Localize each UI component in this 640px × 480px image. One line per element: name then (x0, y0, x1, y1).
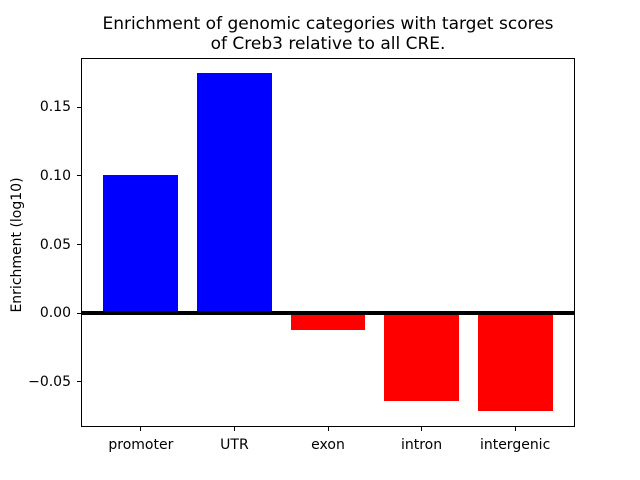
y-tick-mark (77, 106, 81, 108)
x-tick-mark (140, 427, 142, 431)
chart-title: Enrichment of genomic categories with ta… (102, 14, 554, 54)
bar-exon (290, 313, 366, 330)
y-tick-label: 0.00 (39, 305, 71, 322)
plot-area (81, 58, 575, 427)
x-tick-mark (233, 427, 235, 431)
bar-intergenic (477, 313, 553, 411)
x-tick-label: promoter (108, 437, 174, 453)
x-tick-label: intergenic (479, 437, 551, 453)
bar-promoter (103, 174, 179, 314)
bar-intron (384, 313, 459, 401)
zero-line (82, 311, 574, 316)
bar-utr (197, 73, 272, 314)
x-tick-mark (514, 427, 516, 431)
y-axis-label: Enrichment (log10) (9, 177, 25, 313)
y-tick-label: −0.05 (28, 373, 71, 390)
x-tick-label: UTR (220, 437, 249, 453)
x-tick-label: intron (400, 437, 443, 453)
y-tick-mark (77, 312, 81, 314)
y-tick-label: 0.15 (39, 99, 71, 116)
y-tick-label: 0.05 (39, 236, 71, 253)
y-tick-label: 0.10 (39, 167, 71, 184)
y-tick-mark (77, 175, 81, 177)
x-tick-mark (421, 427, 423, 431)
x-tick-label: exon (311, 437, 345, 453)
y-tick-mark (77, 381, 81, 383)
x-tick-mark (327, 427, 329, 431)
y-tick-mark (77, 244, 81, 246)
